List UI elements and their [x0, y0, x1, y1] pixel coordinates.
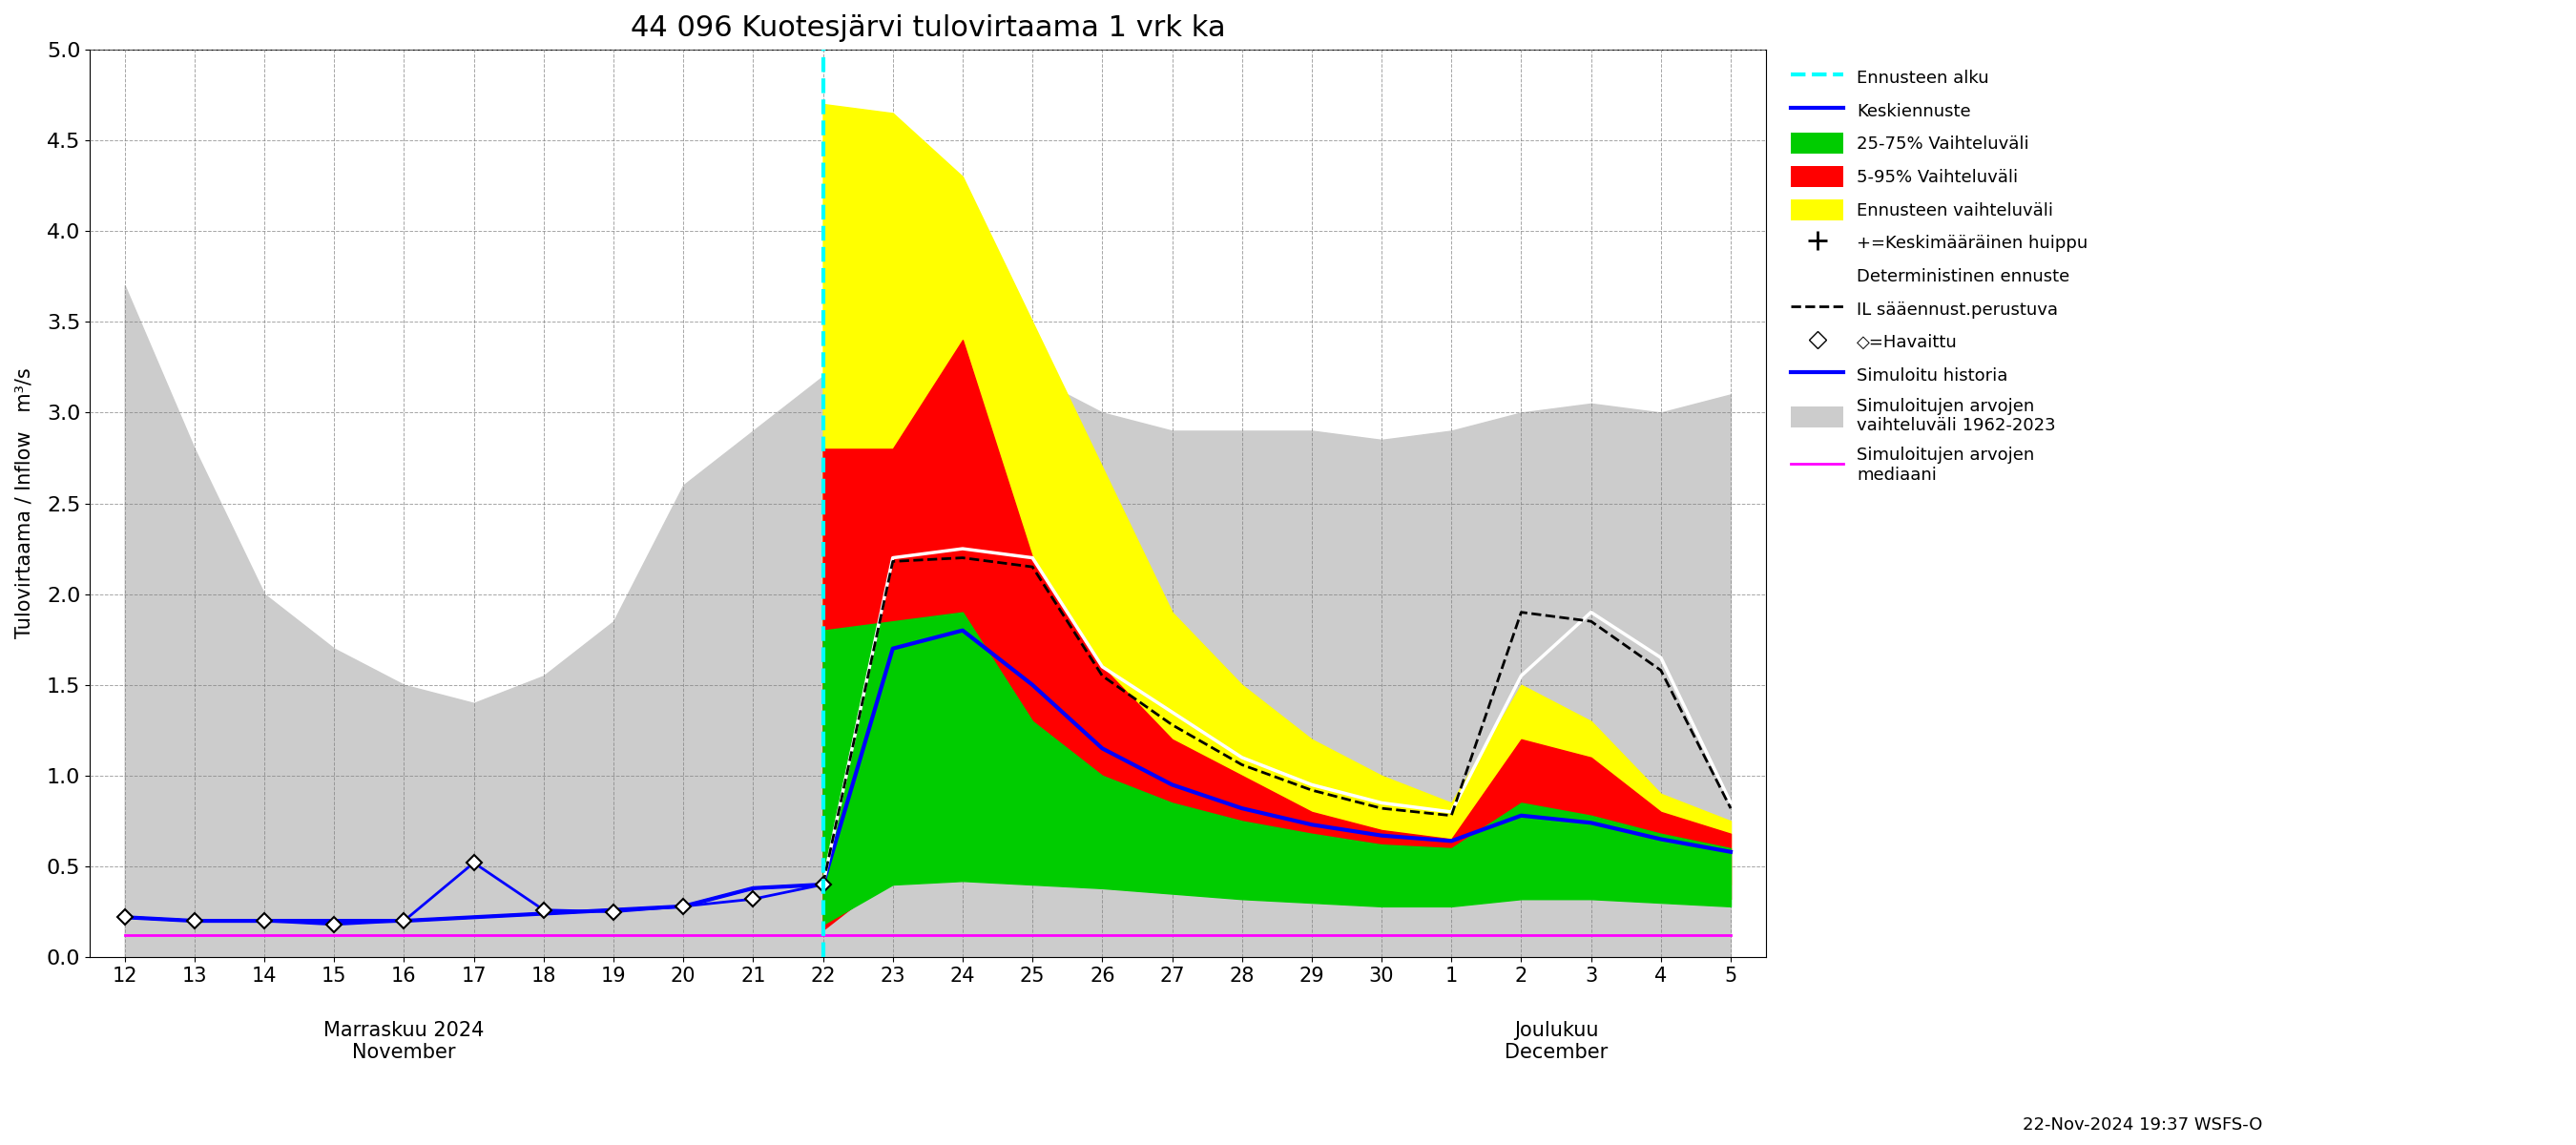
- Text: Marraskuu 2024
November: Marraskuu 2024 November: [325, 1021, 484, 1063]
- Legend: Ennusteen alku, Keskiennuste, 25-75% Vaihteluväli, 5-95% Vaihteluväli, Ennusteen: Ennusteen alku, Keskiennuste, 25-75% Vai…: [1783, 58, 2097, 492]
- Y-axis label: Tulovirtaama / Inflow   m³/s: Tulovirtaama / Inflow m³/s: [15, 368, 33, 639]
- Text: Joulukuu
December: Joulukuu December: [1504, 1021, 1607, 1063]
- Title: 44 096 Kuotesjärvi tulovirtaama 1 vrk ka: 44 096 Kuotesjärvi tulovirtaama 1 vrk ka: [631, 14, 1226, 42]
- Text: 22-Nov-2024 19:37 WSFS-O: 22-Nov-2024 19:37 WSFS-O: [2022, 1116, 2262, 1134]
